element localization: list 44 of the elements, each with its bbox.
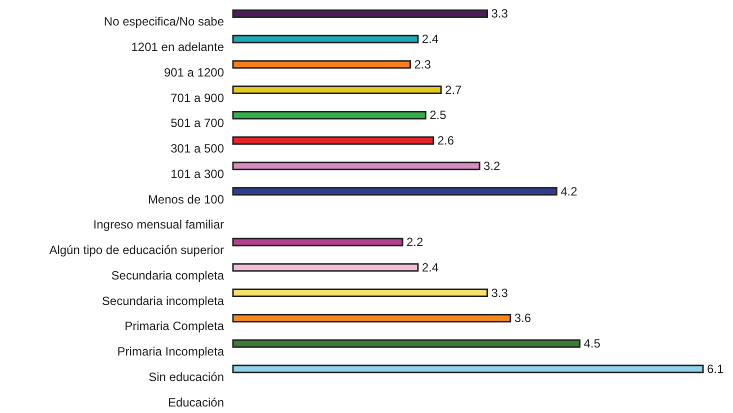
bar [232,60,411,69]
y-tick-label: Algún tipo de educación superior [49,243,224,258]
y-tick-label: Ingreso mensual familiar [93,218,224,232]
y-tick-label: Primaria Incompleta [117,344,224,359]
data-label: 3.3 [491,6,508,21]
y-tick-label: Educación [168,395,224,410]
y-tick-label: 501 a 700 [170,116,224,130]
y-tick-label: Sin educación [148,370,224,384]
data-label: 3.6 [514,311,532,326]
y-tick-label: 1201 en adelante [131,40,224,54]
bar [232,263,419,272]
bar [232,162,480,170]
data-label: 3.2 [484,158,501,173]
bar [232,364,704,374]
bar [232,288,488,298]
bar [232,238,404,246]
data-label: 3.3 [491,286,508,300]
bar [232,187,558,196]
data-label: 2.4 [422,260,439,274]
data-label: 6.1 [707,362,724,376]
data-label: 2.2 [406,235,424,250]
y-tick-label: 901 a 1200 [164,65,224,80]
bar [232,339,580,348]
y-tick-label: Primaria Completa [124,319,224,334]
bar [232,86,442,94]
bar [232,9,488,18]
y-tick-label: No especifica/No sabe [104,14,224,29]
y-tick-label: 101 a 300 [170,166,224,181]
data-label: 2.5 [430,108,447,122]
y-tick-label: 701 a 900 [170,90,224,105]
data-label: 2.6 [437,134,454,148]
y-tick-label: 301 a 500 [170,142,224,156]
y-tick-label: Secundaria completa [111,268,224,282]
data-label: 2.7 [445,82,462,97]
y-tick-label: Secundaria incompleta [102,294,224,308]
data-label: 2.3 [414,57,432,72]
bar [232,136,434,145]
data-label: 4.2 [560,184,578,198]
data-label: 4.5 [584,336,601,351]
bar [232,110,426,120]
data-label: 2.4 [422,32,439,46]
y-tick-label: Menos de 100 [148,192,224,206]
bar [232,314,512,322]
bar [232,34,419,44]
